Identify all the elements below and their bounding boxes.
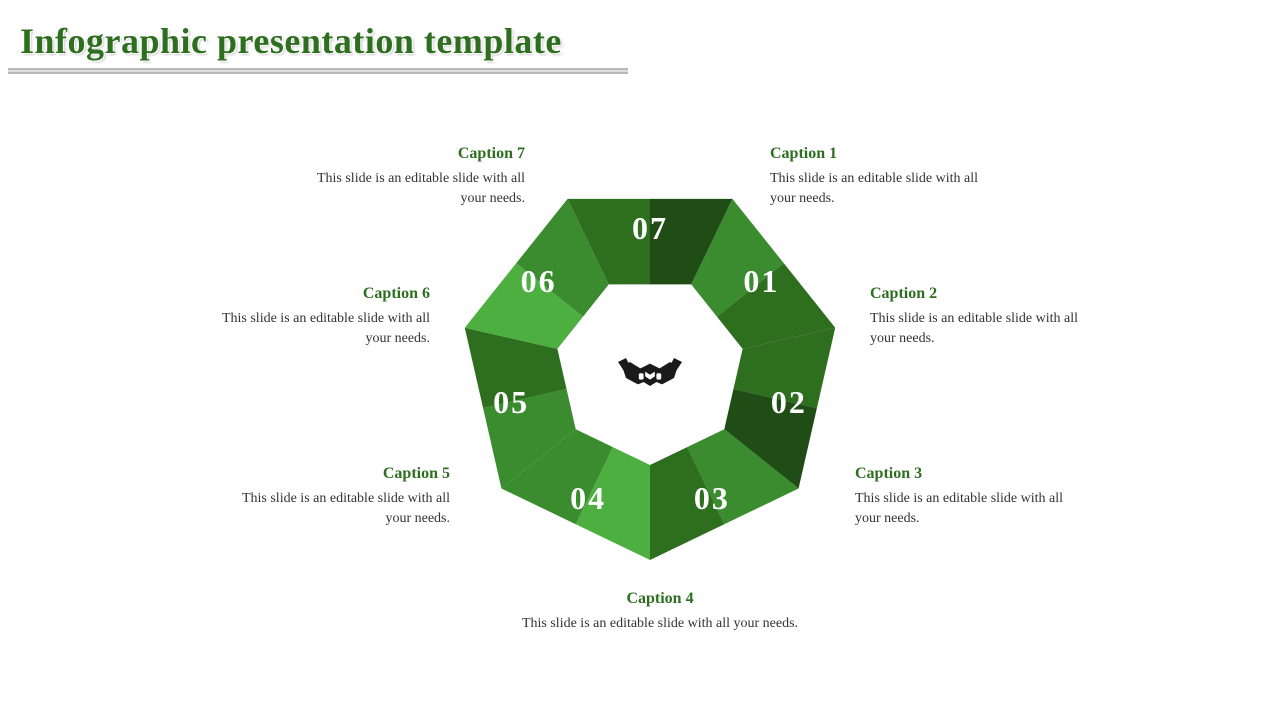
caption-title-6: Caption 6 (200, 285, 430, 303)
caption-desc-7: This slide is an editable slide with all… (295, 169, 525, 208)
caption-block-6: Caption 6 This slide is an editable slide… (200, 285, 430, 348)
caption-block-2: Caption 2 This slide is an editable slide… (870, 285, 1100, 348)
handshake-icon (610, 340, 690, 400)
caption-desc-3: This slide is an editable slide with all… (855, 489, 1085, 528)
caption-title-3: Caption 3 (855, 465, 1085, 483)
caption-block-4: Caption 4 This slide is an editable slide… (520, 590, 800, 634)
caption-title-4: Caption 4 (520, 590, 800, 608)
caption-title-5: Caption 5 (220, 465, 450, 483)
segment-number-4: 04 (563, 480, 613, 517)
caption-block-1: Caption 1 This slide is an editable slide… (770, 145, 1000, 208)
caption-desc-1: This slide is an editable slide with all… (770, 169, 1000, 208)
caption-desc-6: This slide is an editable slide with all… (200, 309, 430, 348)
caption-block-5: Caption 5 This slide is an editable slide… (220, 465, 450, 528)
page-title: Infographic presentation template (20, 20, 562, 62)
segment-number-7: 07 (625, 210, 675, 247)
title-underline (8, 68, 628, 74)
caption-title-7: Caption 7 (295, 145, 525, 163)
caption-desc-5: This slide is an editable slide with all… (220, 489, 450, 528)
heptagon-diagram: 01 02 03 04 05 06 07 (460, 180, 840, 560)
segment-number-3: 03 (687, 480, 737, 517)
segment-number-2: 02 (764, 384, 814, 421)
segment-number-6: 06 (514, 263, 564, 300)
caption-title-1: Caption 1 (770, 145, 1000, 163)
caption-desc-4: This slide is an editable slide with all… (520, 614, 800, 634)
segment-number-5: 05 (486, 384, 536, 421)
caption-block-7: Caption 7 This slide is an editable slide… (295, 145, 525, 208)
caption-block-3: Caption 3 This slide is an editable slide… (855, 465, 1085, 528)
caption-title-2: Caption 2 (870, 285, 1100, 303)
caption-desc-2: This slide is an editable slide with all… (870, 309, 1100, 348)
segment-number-1: 01 (736, 263, 786, 300)
